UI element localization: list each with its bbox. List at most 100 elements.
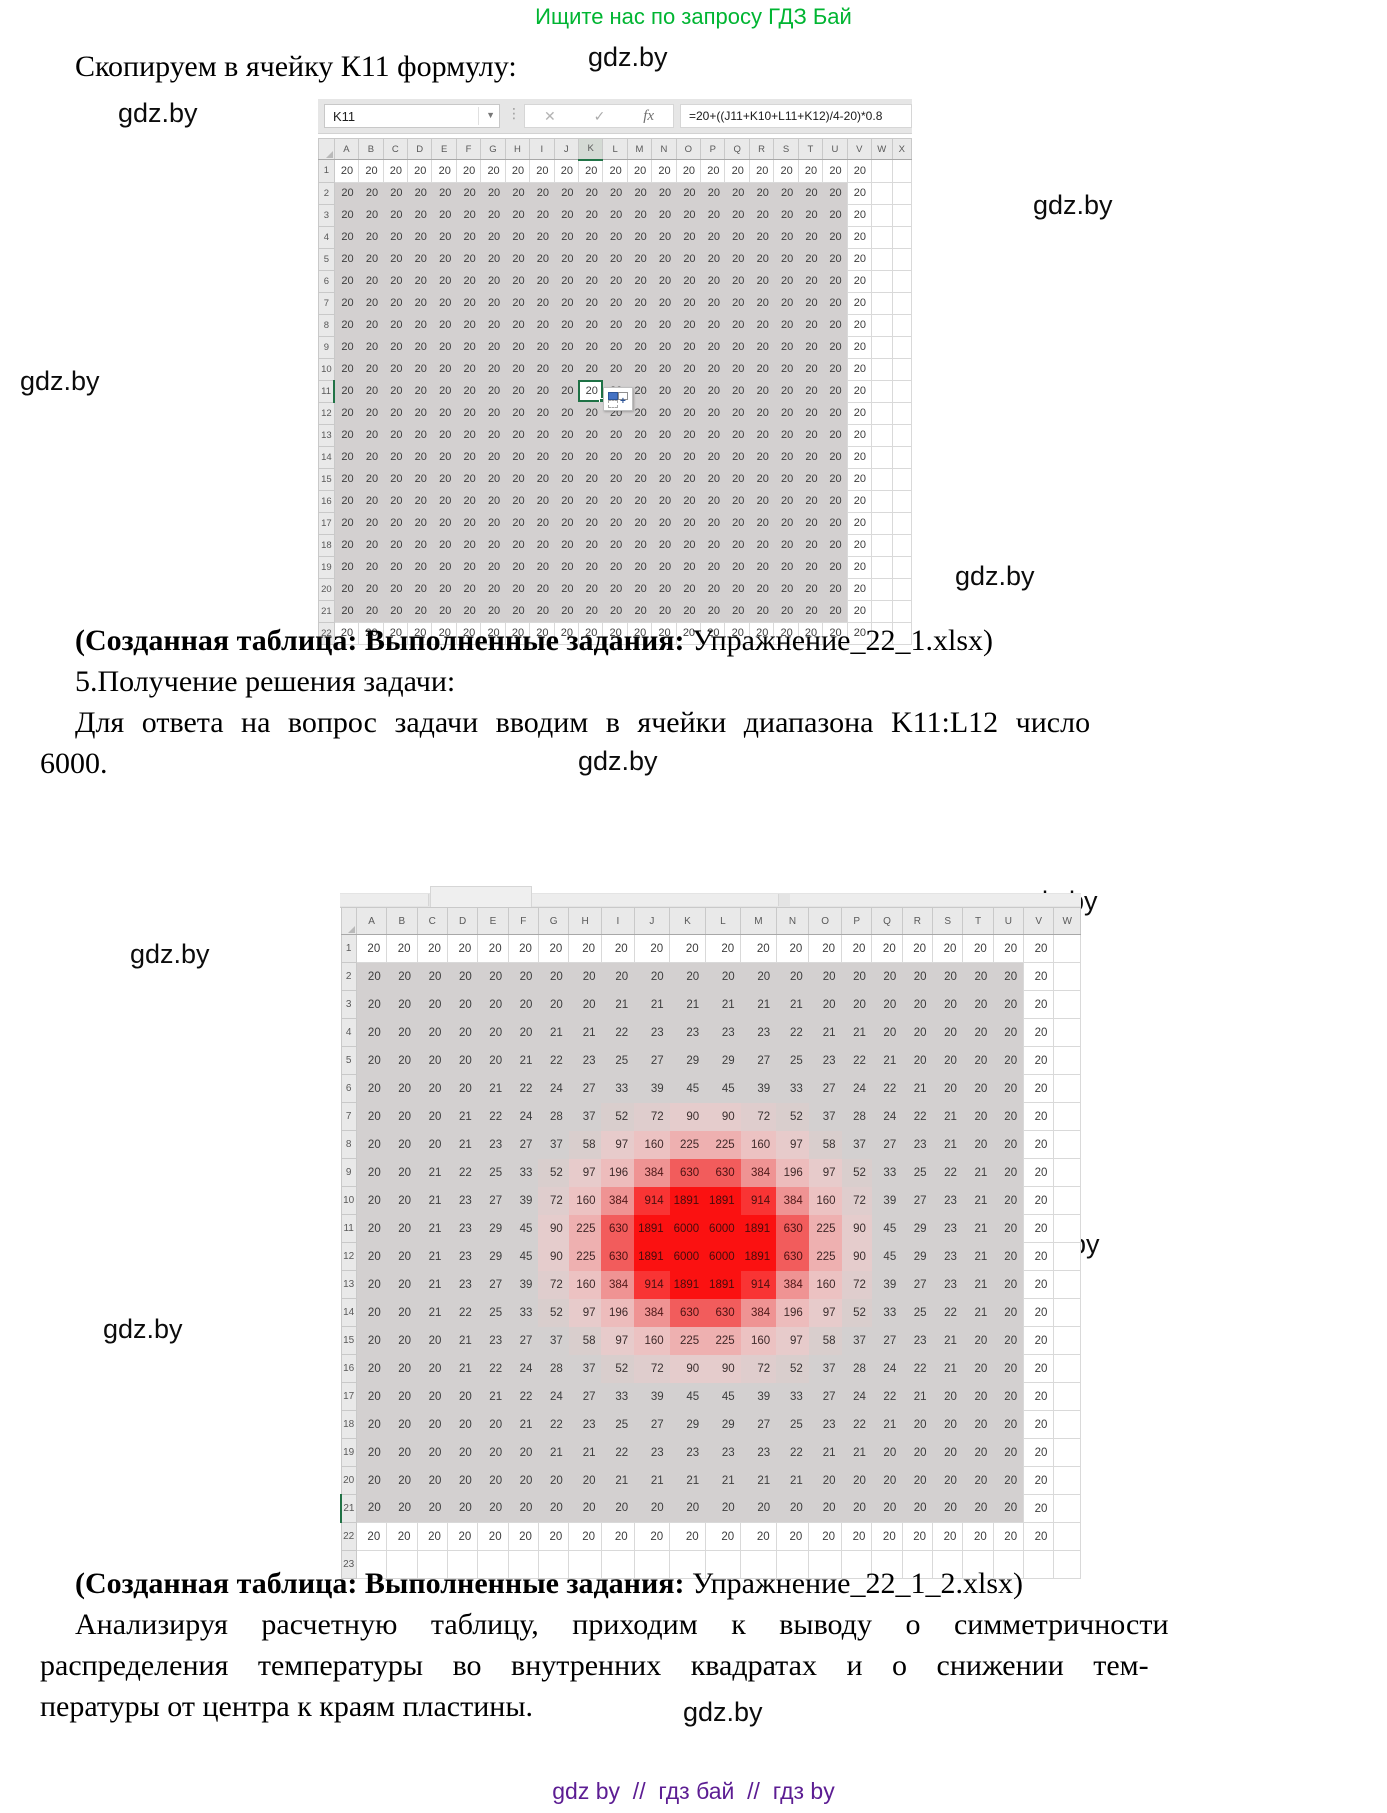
cell-F10[interactable]: 20 bbox=[456, 358, 481, 380]
cell-D13[interactable]: 23 bbox=[447, 1270, 478, 1299]
cell-K22[interactable]: 20 bbox=[669, 1522, 706, 1551]
cell-Q19[interactable]: 20 bbox=[724, 556, 750, 578]
cell-A13[interactable]: 20 bbox=[356, 1270, 387, 1299]
cell-N15[interactable]: 97 bbox=[776, 1326, 809, 1355]
cell-M19[interactable]: 20 bbox=[627, 556, 652, 578]
cell-J7[interactable]: 20 bbox=[554, 292, 579, 314]
cell-J15[interactable]: 20 bbox=[554, 468, 579, 490]
cell-H13[interactable]: 20 bbox=[505, 424, 530, 446]
cell-B6[interactable]: 20 bbox=[358, 270, 384, 292]
cell-M22[interactable]: 20 bbox=[740, 1522, 777, 1551]
cell-P9[interactable]: 52 bbox=[841, 1158, 872, 1187]
cell-X19[interactable] bbox=[891, 555, 913, 579]
cell-E5[interactable]: 20 bbox=[477, 1046, 509, 1075]
cell-O2[interactable]: 20 bbox=[676, 182, 701, 204]
cell-G16[interactable]: 20 bbox=[480, 490, 506, 512]
cell-P20[interactable]: 20 bbox=[700, 578, 725, 600]
cell-F17[interactable]: 20 bbox=[456, 512, 481, 534]
cell-U22[interactable]: 20 bbox=[822, 621, 848, 645]
cell-S19[interactable]: 20 bbox=[932, 1438, 963, 1467]
cell-B15[interactable]: 20 bbox=[358, 468, 384, 490]
cell-R12[interactable]: 20 bbox=[749, 402, 774, 424]
cell-K12[interactable]: 6000 bbox=[669, 1242, 706, 1271]
cell-E9[interactable]: 25 bbox=[477, 1158, 509, 1187]
cell-P22[interactable]: 20 bbox=[841, 1522, 873, 1551]
cell-W13[interactable] bbox=[871, 423, 893, 447]
column-header-R[interactable]: R bbox=[748, 138, 775, 160]
cell-N3[interactable]: 21 bbox=[776, 990, 809, 1019]
cell-C12[interactable]: 21 bbox=[417, 1242, 448, 1271]
cell-Q20[interactable]: 20 bbox=[724, 578, 750, 600]
column-header-P[interactable]: P bbox=[841, 907, 873, 935]
cell-U17[interactable]: 20 bbox=[993, 1382, 1024, 1411]
cell-I7[interactable]: 20 bbox=[529, 292, 555, 314]
cell-H21[interactable]: 20 bbox=[505, 600, 530, 622]
cell-C8[interactable]: 20 bbox=[417, 1130, 448, 1159]
cell-D21[interactable]: 20 bbox=[407, 600, 432, 622]
cell-A14[interactable]: 20 bbox=[334, 446, 359, 468]
cell-G20[interactable]: 20 bbox=[480, 578, 506, 600]
cell-T1[interactable]: 20 bbox=[962, 934, 994, 963]
cell-B4[interactable]: 20 bbox=[386, 1018, 418, 1047]
row-header-17[interactable]: 17 bbox=[318, 511, 335, 535]
cell-D5[interactable]: 20 bbox=[447, 1046, 478, 1075]
cell-G5[interactable]: 22 bbox=[538, 1046, 569, 1075]
cell-F16[interactable]: 24 bbox=[508, 1354, 539, 1383]
cell-O5[interactable]: 23 bbox=[808, 1046, 842, 1075]
cell-F6[interactable]: 22 bbox=[508, 1074, 539, 1103]
cell-I9[interactable]: 196 bbox=[601, 1158, 635, 1187]
cell-W3[interactable] bbox=[1053, 990, 1081, 1019]
cell-K5[interactable]: 29 bbox=[669, 1046, 706, 1075]
cell-K3[interactable]: 21 bbox=[669, 990, 706, 1019]
cell-A2[interactable]: 20 bbox=[334, 182, 359, 204]
cell-A16[interactable]: 20 bbox=[356, 1354, 387, 1383]
cell-Q23[interactable] bbox=[871, 1550, 903, 1579]
cell-J8[interactable]: 160 bbox=[634, 1130, 670, 1159]
cell-X13[interactable] bbox=[891, 423, 913, 447]
cell-L15[interactable]: 20 bbox=[602, 468, 628, 490]
cell-T6[interactable]: 20 bbox=[962, 1074, 994, 1103]
cell-I1[interactable]: 20 bbox=[600, 934, 635, 963]
cell-H2[interactable]: 20 bbox=[505, 182, 530, 204]
cell-F9[interactable]: 33 bbox=[508, 1158, 539, 1187]
cell-I5[interactable]: 20 bbox=[529, 248, 555, 270]
cell-L9[interactable]: 630 bbox=[705, 1158, 741, 1187]
cell-B5[interactable]: 20 bbox=[386, 1046, 418, 1075]
cell-B3[interactable]: 20 bbox=[358, 204, 384, 226]
cell-R19[interactable]: 20 bbox=[902, 1438, 933, 1467]
cell-M17[interactable]: 39 bbox=[740, 1382, 777, 1411]
cell-Q12[interactable]: 20 bbox=[724, 402, 750, 424]
cell-Q14[interactable]: 20 bbox=[724, 446, 750, 468]
cell-C4[interactable]: 20 bbox=[383, 226, 408, 248]
cell-R16[interactable]: 20 bbox=[749, 490, 774, 512]
row-header-6[interactable]: 6 bbox=[340, 1074, 357, 1103]
cell-S2[interactable]: 20 bbox=[773, 182, 799, 204]
cell-L22[interactable]: 20 bbox=[602, 621, 628, 645]
cell-H18[interactable]: 20 bbox=[505, 534, 530, 556]
cell-V11[interactable]: 20 bbox=[1023, 1214, 1055, 1243]
cell-S14[interactable]: 20 bbox=[773, 446, 799, 468]
column-header-Q[interactable]: Q bbox=[724, 138, 750, 160]
cell-F2[interactable]: 20 bbox=[456, 182, 481, 204]
cell-A14[interactable]: 20 bbox=[356, 1298, 387, 1327]
cell-I13[interactable]: 20 bbox=[529, 424, 555, 446]
cell-A10[interactable]: 20 bbox=[356, 1186, 387, 1215]
cell-B17[interactable]: 20 bbox=[386, 1382, 418, 1411]
cell-W19[interactable] bbox=[871, 555, 893, 579]
cell-A3[interactable]: 20 bbox=[334, 204, 359, 226]
row-header-6[interactable]: 6 bbox=[318, 269, 335, 293]
cell-V21[interactable]: 20 bbox=[1023, 1494, 1055, 1523]
cell-H8[interactable]: 58 bbox=[568, 1130, 602, 1159]
cell-W16[interactable] bbox=[1053, 1354, 1081, 1383]
cell-I15[interactable]: 97 bbox=[601, 1326, 635, 1355]
column-header-A[interactable]: A bbox=[355, 907, 388, 935]
cell-U4[interactable]: 20 bbox=[822, 226, 848, 248]
cell-K2[interactable]: 20 bbox=[578, 182, 603, 204]
cell-C9[interactable]: 20 bbox=[383, 336, 408, 358]
cell-H11[interactable]: 20 bbox=[505, 380, 530, 402]
cell-S20[interactable]: 20 bbox=[773, 578, 799, 600]
cell-Q14[interactable]: 33 bbox=[871, 1298, 903, 1327]
cell-P20[interactable]: 20 bbox=[841, 1466, 872, 1495]
cell-J14[interactable]: 20 bbox=[554, 446, 579, 468]
column-header-O[interactable]: O bbox=[808, 907, 843, 935]
